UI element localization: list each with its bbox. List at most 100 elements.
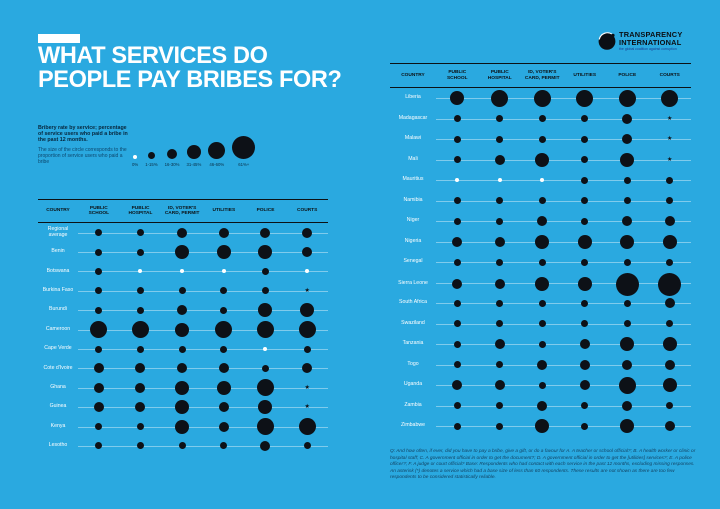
cell-bubble xyxy=(606,359,649,370)
bribery-rate-bubble xyxy=(491,89,509,107)
cell-bubble xyxy=(286,227,328,238)
bribery-rate-bubble xyxy=(581,258,589,266)
bribery-rate-bubble xyxy=(90,321,108,339)
cell-bubble xyxy=(521,419,564,434)
cell-bubble xyxy=(78,423,120,431)
bribery-rate-bubble xyxy=(494,380,505,391)
cell-bubble xyxy=(606,419,649,434)
bribery-rate-bubble xyxy=(576,89,594,107)
country-label: Lesotho xyxy=(48,442,68,449)
cell-bubble xyxy=(649,337,692,352)
bribery-rate-bubble xyxy=(581,402,589,410)
bribery-rate-bubble xyxy=(135,363,146,374)
table-row-burundi: Burundi xyxy=(38,301,328,320)
row-gridline xyxy=(78,445,328,447)
cell-bubble xyxy=(203,245,245,260)
bribery-rate-bubble xyxy=(453,156,461,164)
cell-bubble xyxy=(286,303,328,318)
bribery-rate-bubble xyxy=(622,359,633,370)
cell-bubble xyxy=(78,363,120,374)
bribery-rate-bubble xyxy=(622,113,633,124)
cell-bubble xyxy=(436,178,479,183)
bribery-rate-bubble xyxy=(581,176,589,184)
bribery-rate-bubble xyxy=(622,134,633,145)
cell-bubble xyxy=(564,176,607,184)
legend-bucket-label: 46-60% xyxy=(209,161,225,167)
bribery-rate-bubble xyxy=(450,91,465,106)
bribery-rate-bubble xyxy=(93,382,104,393)
bribery-table-right: COUNTRY PUBLIC SCHOOL PUBLIC HOSPITAL ID, V… xyxy=(390,63,691,437)
bribery-rate-bubble xyxy=(538,340,546,348)
bribery-rate-bubble xyxy=(453,340,461,348)
bribery-rate-bubble xyxy=(538,299,546,307)
bribery-rate-bubble xyxy=(256,321,274,339)
table-header-row: COUNTRY PUBLIC SCHOOL PUBLIC HOSPITAL ID, V… xyxy=(390,63,691,88)
bribery-rate-bubble xyxy=(216,245,231,260)
bribery-rate-bubble xyxy=(133,155,138,159)
cell-bubble xyxy=(564,359,607,370)
bribery-rate-bubble xyxy=(581,115,589,123)
cell-bubble xyxy=(606,197,649,205)
bribery-rate-bubble xyxy=(537,400,548,411)
bribery-rate-bubble xyxy=(540,178,545,183)
cell-bubble xyxy=(120,229,162,237)
cell-bubble xyxy=(479,339,522,350)
bribery-rate-bubble xyxy=(258,400,273,415)
cell-bubble xyxy=(120,321,162,339)
table-row-kenya: Kenya xyxy=(38,417,328,436)
column-header-id-voter-s-card-permit: ID, VOTER'S CARD, PERMIT xyxy=(164,205,200,216)
cell-bubble xyxy=(436,402,479,410)
bribery-rate-bubble xyxy=(300,303,315,318)
bribery-rate-bubble xyxy=(577,277,592,291)
table-row-uganda: Uganda xyxy=(390,375,691,396)
bribery-rate-bubble xyxy=(220,345,228,353)
cell-bubble xyxy=(78,287,120,295)
row-gridline xyxy=(78,407,328,409)
table-row-malawi: Malawi ★ xyxy=(390,129,691,150)
cell-bubble xyxy=(521,115,564,123)
bribery-rate-bubble xyxy=(535,152,550,167)
cell-bubble xyxy=(161,442,203,450)
bribery-rate-bubble xyxy=(666,176,674,184)
bribery-rate-bubble xyxy=(303,442,311,450)
page-title-line2: PEOPLE PAY BRIBES FOR? xyxy=(38,65,342,93)
cell-bubble xyxy=(649,359,692,370)
country-label: Burkina Faso xyxy=(42,286,74,293)
bribery-rate-bubble xyxy=(622,400,633,411)
bribery-rate-bubble xyxy=(496,197,504,205)
cell-bubble xyxy=(161,363,203,374)
cell-bubble xyxy=(245,267,287,275)
bribery-rate-bubble xyxy=(93,363,104,374)
bribery-rate-bubble xyxy=(452,236,463,247)
bribery-rate-bubble xyxy=(497,178,502,183)
legend-bucket: 46-60% xyxy=(208,142,226,167)
cell-bubble xyxy=(606,176,649,184)
row-gridline xyxy=(78,232,328,234)
legend-bucket-label: 31-45% xyxy=(186,161,202,167)
cell-bubble xyxy=(203,306,245,314)
table-row-cape-verde: Cape Verde xyxy=(38,339,328,358)
bribery-rate-bubble xyxy=(664,298,675,309)
bribery-rate-bubble xyxy=(260,227,271,238)
ti-globe-icon xyxy=(598,32,616,50)
cell-bubble xyxy=(286,363,328,374)
ti-logo-name-line2: INTERNATIONAL xyxy=(619,37,682,47)
cell-bubble xyxy=(479,402,522,410)
bribery-rate-bubble xyxy=(666,320,674,328)
column-header-id-voter-s-card-permit: ID, VOTER'S CARD, PERMIT xyxy=(524,70,560,81)
bribery-rate-bubble xyxy=(218,227,229,238)
cell-bubble xyxy=(245,364,287,372)
table-row-cameroon: Cameroon xyxy=(38,320,328,339)
cell-bubble xyxy=(245,321,287,339)
row-gridline xyxy=(78,426,328,428)
bribery-rate-bubble xyxy=(261,364,269,372)
bribery-rate-bubble xyxy=(298,418,316,436)
cell-bubble xyxy=(479,178,522,183)
cell-bubble xyxy=(203,227,245,238)
bribery-rate-bubble xyxy=(662,378,677,393)
bribery-rate-bubble xyxy=(579,359,590,370)
bribery-rate-bubble xyxy=(256,379,274,397)
bribery-rate-bubble xyxy=(496,422,504,430)
country-label: Cape Verde xyxy=(44,345,72,352)
cell-bubble xyxy=(436,236,479,247)
